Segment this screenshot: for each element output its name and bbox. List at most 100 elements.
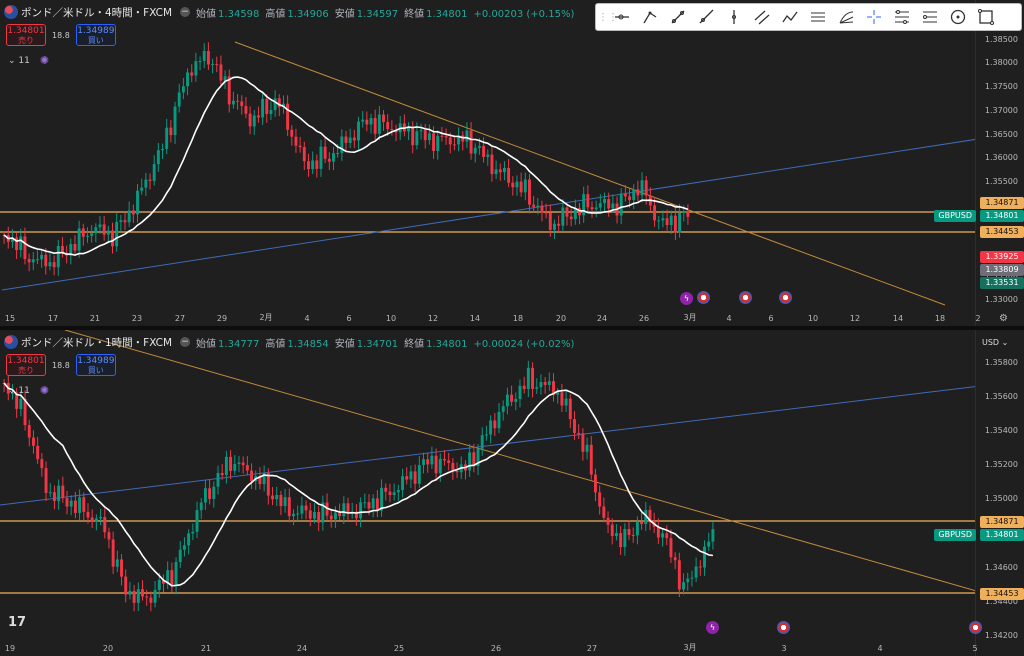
time-label: 19 xyxy=(4,644,16,653)
candle-body xyxy=(203,488,207,503)
candles xyxy=(2,360,715,612)
buy-button[interactable]: 1.34989 買い xyxy=(75,24,116,46)
buy-button[interactable]: 1.34989 買い xyxy=(75,354,116,376)
lightning-event-icon[interactable]: ϟ xyxy=(680,292,693,305)
trend-line[interactable] xyxy=(234,41,946,306)
collapse-icon[interactable]: − xyxy=(180,337,191,347)
candle-body xyxy=(182,545,186,550)
candle-body xyxy=(61,485,65,499)
collapse-icon[interactable]: − xyxy=(180,7,191,17)
channel-line[interactable] xyxy=(0,385,976,506)
candle-body xyxy=(115,559,119,567)
sell-button[interactable]: 1.34801 売り xyxy=(6,354,46,376)
candle-body xyxy=(447,460,451,463)
crosshair-icon[interactable] xyxy=(861,7,888,27)
symbol-title[interactable]: ポンド／米ドル・4時間・FXCM xyxy=(21,6,173,19)
symbol-tag: GBPUSD xyxy=(934,210,976,222)
ohlc-value: +0.00203 (+0.15%) xyxy=(473,8,575,20)
fib-extension-icon[interactable] xyxy=(917,7,944,27)
candle-body xyxy=(52,492,56,502)
us-flag-event-icon[interactable] xyxy=(739,291,752,304)
candle-body xyxy=(690,577,694,579)
sell-button[interactable]: 1.34801 売り xyxy=(6,24,46,46)
symbol-title[interactable]: ポンド／米ドル・1時間・FXCM xyxy=(21,336,173,349)
candle-body xyxy=(665,218,669,226)
price-axis-4h[interactable]: 1.38500 1.38000 1.37500 1.37000 1.36500 1.360… xyxy=(975,0,1024,326)
settings-gear-icon[interactable]: ⚙ xyxy=(999,313,1008,324)
time-axis-1h[interactable]: 19 20 21 24 25 26 27 3月 3 4 5 xyxy=(0,640,978,656)
tradingview-logo[interactable]: 17 xyxy=(8,615,27,630)
candle-body xyxy=(73,500,77,513)
candle-body xyxy=(532,204,536,207)
candle-body xyxy=(564,398,568,406)
ohlc-value: 1.34906 xyxy=(287,8,329,20)
candle-body xyxy=(443,458,446,461)
indicator-legend[interactable]: ⌄ 11 ✺ xyxy=(8,54,49,67)
candle-body xyxy=(244,106,248,114)
chart-pane-1h[interactable]: ポンド／米ドル・1時間・FXCM − 始値 1.34777 高値 1.34854 安値 1… xyxy=(0,330,1024,656)
trend-line-icon[interactable] xyxy=(665,7,692,27)
time-label: 24 xyxy=(296,644,308,653)
drag-handle-icon[interactable]: ⋮⋮ xyxy=(598,11,618,23)
pane-separator[interactable] xyxy=(0,326,1024,330)
candle-body xyxy=(694,566,698,578)
us-flag-event-icon[interactable] xyxy=(697,291,710,304)
us-flag-event-icon[interactable] xyxy=(779,291,792,304)
candle-body xyxy=(161,148,164,151)
price-chart-1h[interactable] xyxy=(0,330,976,640)
candle-body xyxy=(236,100,240,102)
horizontal-ray-icon[interactable] xyxy=(609,7,636,27)
fib-fan-icon[interactable] xyxy=(833,7,860,27)
lightning-event-icon[interactable]: ϟ xyxy=(706,621,719,634)
candle-body xyxy=(557,223,561,226)
candle-body xyxy=(342,503,346,517)
path-icon[interactable] xyxy=(777,7,804,27)
candle-body xyxy=(409,471,413,480)
vertical-line-icon[interactable] xyxy=(721,7,748,27)
channel-line[interactable] xyxy=(1,138,976,291)
currency-select[interactable]: USD ⌄ xyxy=(982,338,1009,347)
us-flag-event-icon[interactable] xyxy=(777,621,790,634)
candle-body xyxy=(540,205,544,213)
moving-average-line[interactable] xyxy=(3,76,689,256)
candle-body xyxy=(296,513,300,515)
fib-retracement-icon[interactable] xyxy=(889,7,916,27)
time-axis-4h[interactable]: 15 17 21 23 27 29 2月 4 6 10 12 14 18 20 24 26 3月 4 6 10 12 14… xyxy=(0,310,981,326)
chevron-down-icon[interactable]: ⌄ xyxy=(8,385,16,396)
price-chart-4h[interactable] xyxy=(0,0,976,310)
candle-body xyxy=(644,509,648,524)
candle-body xyxy=(371,498,375,509)
time-label: 14 xyxy=(469,314,481,323)
candle-body xyxy=(436,135,440,151)
ray-line-icon[interactable] xyxy=(693,7,720,27)
trade-buttons: 1.34801 売り 18.8 1.34989 買い xyxy=(6,354,116,376)
time-label: 5 xyxy=(972,644,978,653)
candle-body xyxy=(361,119,365,122)
ohlc-label: 終値 xyxy=(404,338,425,350)
time-label: 3月 xyxy=(683,313,697,322)
pencil-brush-icon[interactable] xyxy=(637,7,664,27)
candle-body xyxy=(287,497,291,517)
moving-average-line[interactable] xyxy=(3,382,714,587)
candle-body xyxy=(86,235,89,237)
candle-body xyxy=(69,244,73,256)
rectangle-icon[interactable] xyxy=(973,7,1000,27)
trend-line[interactable] xyxy=(64,330,976,592)
horizontal-lines-icon[interactable] xyxy=(805,7,832,27)
price-axis-1h[interactable]: USD ⌄ 1.35800 1.35600 1.35400 1.35200 1.3500… xyxy=(975,330,1024,656)
indicator-settings-icon[interactable]: ✺ xyxy=(39,384,50,397)
chart-pane-4h[interactable]: ポンド／米ドル・4時間・FXCM − 始値 1.34598 高値 1.34906 安値 1… xyxy=(0,0,1024,326)
candle-body xyxy=(451,462,455,471)
indicator-settings-icon[interactable]: ✺ xyxy=(39,54,50,67)
us-flag-event-icon[interactable] xyxy=(969,621,982,634)
parallel-channel-icon[interactable] xyxy=(749,7,776,27)
circle-icon[interactable] xyxy=(945,7,972,27)
chevron-down-icon[interactable]: ⌄ xyxy=(8,55,16,66)
ohlc-value: 1.34701 xyxy=(356,338,399,350)
candle-body xyxy=(380,487,384,511)
candle-body xyxy=(174,561,178,586)
time-label: 3月 xyxy=(683,643,697,652)
candle-body xyxy=(181,86,185,93)
candle-body xyxy=(565,207,569,217)
indicator-legend[interactable]: ⌄ 11 ✺ xyxy=(8,384,49,397)
